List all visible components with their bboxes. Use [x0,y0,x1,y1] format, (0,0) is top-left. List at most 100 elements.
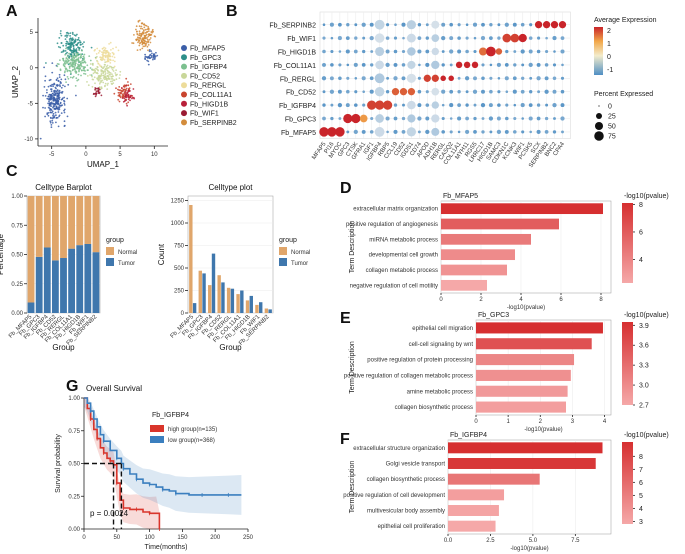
expression-dot [553,117,556,120]
expression-dot [407,88,416,96]
expression-dot [431,60,440,70]
umap-point [78,39,81,42]
umap-point [64,35,67,37]
expression-dot [354,77,358,80]
umap-point [50,109,53,111]
umap-point [117,49,120,52]
expression-dot [502,33,512,43]
umap-point [76,33,78,36]
expression-dot [353,49,358,54]
umap-point [107,52,110,54]
plot-area [447,439,612,535]
bar-tumor [268,309,272,313]
umap-point [135,39,138,42]
legend-label: Fb_WIF1 [190,111,219,118]
umap-point [58,90,60,93]
umap-point [131,42,134,44]
expression-dot [544,76,549,81]
colorbar-tick-label: 3.0 [639,383,649,390]
umap-point [108,58,110,61]
expression-dot [529,90,533,94]
umap-point [125,96,127,99]
y-tick-label: 250 [174,289,185,295]
umap-point [44,95,47,97]
umap-point [114,72,117,74]
umap-point [78,64,81,66]
expression-dot [338,117,342,120]
colorbar-tick-label: 3.6 [639,343,649,350]
expression-dot [407,47,416,56]
x-axis-label: Group [219,343,242,352]
bar-normal [198,270,202,313]
umap-point [59,30,62,32]
umap-point [147,60,150,63]
umap-point [57,46,60,48]
umap-point [128,89,131,92]
plot-frame [319,11,571,139]
expression-dot [319,127,329,137]
expression-dot [512,22,517,27]
umap-point [95,94,98,96]
umap-point [64,70,66,73]
umap-point [125,77,128,80]
umap-point [59,59,61,61]
umap-point [55,114,57,117]
umap-point [136,33,139,35]
umap-point [65,57,68,59]
umap-point [125,102,128,105]
expression-dot [513,116,517,121]
expression-dot [449,130,453,134]
expression-dot [431,127,440,136]
x-axis-label: -log10(pvalue) [510,546,548,552]
umap-point [137,20,140,22]
umap-point [69,53,72,56]
expression-dot [465,36,469,40]
umap-point [54,99,56,102]
legend-label: high group(n=135) [168,427,217,433]
expression-dot [513,103,517,107]
umap-point [47,95,50,98]
umap-point [112,66,115,69]
umap-point [49,102,52,104]
umap-point [43,86,46,88]
umap-point [52,98,54,101]
row-label: Fb_IGFBP4 [279,103,316,110]
umap-point [56,77,59,80]
expression-dot [385,62,390,68]
umap-point [136,49,139,51]
expression-dot [504,63,509,67]
umap-point [58,73,61,76]
bar-tumor [230,288,235,313]
umap-point [52,106,54,109]
umap-point [144,32,146,34]
expression-dot [449,117,453,120]
umap-point [80,54,82,57]
expression-dot [401,130,406,134]
umap-point [69,63,72,65]
umap-point [107,75,110,78]
umap-point [80,74,82,77]
umap-point [113,79,116,82]
expression-dot [369,130,374,134]
survival-curve [84,397,161,529]
expression-dot [536,103,541,107]
x-axis-label: -log10(pvalue) [507,305,545,311]
umap-point [86,75,89,77]
expression-dot [520,89,525,94]
expression-dot [423,74,431,82]
umap-point [84,70,86,72]
umap-point [121,97,124,99]
umap-point [77,78,80,81]
panel-f-enrichment-igfbp4: Fb_IGFBP4 0.0 2.5 5.0 7.5 extracellular struc… [343,432,668,552]
umap-point [127,84,130,87]
umap-point [100,87,103,90]
expression-dot [481,76,485,81]
expression-dot [465,103,469,107]
umap-point [87,84,90,87]
umap-point [50,88,52,91]
expression-dot [449,36,454,41]
umap-point [108,43,110,45]
umap-point [97,52,100,54]
expression-dot [374,127,385,137]
umap-point [57,125,60,128]
